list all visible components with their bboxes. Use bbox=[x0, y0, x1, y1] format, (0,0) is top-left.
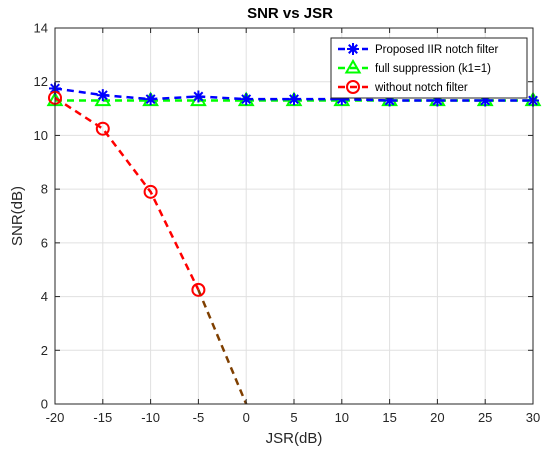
x-tick-label: 15 bbox=[382, 410, 396, 425]
x-tick-label: 5 bbox=[290, 410, 297, 425]
series-line-extension bbox=[197, 289, 248, 405]
x-tick-label: -10 bbox=[141, 410, 160, 425]
x-tick-label: 25 bbox=[478, 410, 492, 425]
legend-marker bbox=[344, 58, 362, 74]
x-tick-label: -15 bbox=[93, 410, 112, 425]
data-point bbox=[288, 93, 300, 106]
y-tick-label: 12 bbox=[34, 74, 48, 89]
legend-marker bbox=[347, 43, 359, 55]
legend-entry-label: without notch filter bbox=[374, 82, 468, 94]
data-point bbox=[192, 90, 205, 103]
x-tick-label: 30 bbox=[526, 410, 540, 425]
y-tick-label: 6 bbox=[41, 235, 48, 250]
x-tick-label: -20 bbox=[46, 410, 65, 425]
series-line bbox=[54, 96, 200, 291]
asterisk-stroke bbox=[145, 94, 156, 105]
asterisk-stroke bbox=[348, 44, 358, 54]
data-point bbox=[144, 93, 157, 106]
series-2 bbox=[48, 90, 248, 405]
x-tick-label: 10 bbox=[335, 410, 349, 425]
y-tick-label: 4 bbox=[41, 289, 48, 304]
y-tick-label: 10 bbox=[34, 128, 48, 143]
asterisk-stroke bbox=[97, 90, 108, 101]
asterisk-stroke bbox=[193, 91, 204, 102]
x-axis-label: JSR(dB) bbox=[266, 430, 323, 447]
x-tick-label: -5 bbox=[193, 410, 205, 425]
legend-entry-label: full suppression (k1=1) bbox=[375, 63, 491, 75]
data-point bbox=[96, 89, 109, 102]
x-tick-label: 20 bbox=[430, 410, 444, 425]
legend-marker bbox=[346, 80, 360, 94]
series-line bbox=[54, 87, 533, 102]
data-point bbox=[95, 121, 110, 136]
data-point bbox=[143, 184, 158, 199]
y-tick-label: 2 bbox=[41, 343, 48, 358]
legend-entry-label: Proposed IIR notch filter bbox=[375, 44, 499, 56]
y-tick-label: 0 bbox=[41, 397, 48, 412]
y-tick-label: 14 bbox=[34, 21, 48, 36]
chart-title: SNR vs JSR bbox=[247, 5, 333, 22]
y-axis-label: SNR(dB) bbox=[9, 186, 26, 246]
x-tick-label: 0 bbox=[243, 410, 250, 425]
y-tick-label: 8 bbox=[41, 182, 48, 197]
legend: Proposed IIR notch filter full suppressio… bbox=[330, 37, 528, 99]
asterisk-stroke bbox=[241, 94, 252, 105]
ticks: -20 -15 -10 -5 0 5 10 15 20 25 30 0 2 4 6 8 10 12 14 bbox=[34, 21, 541, 426]
data-point bbox=[191, 282, 206, 297]
asterisk-stroke bbox=[289, 94, 299, 105]
series-0 bbox=[49, 82, 539, 107]
data-point bbox=[240, 93, 253, 106]
